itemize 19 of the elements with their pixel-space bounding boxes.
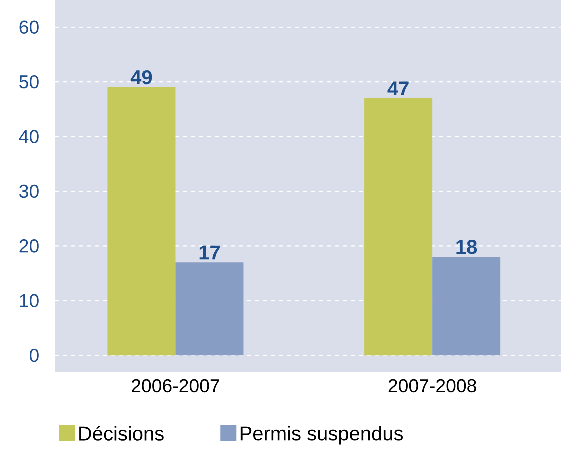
data-label: 49 bbox=[130, 70, 152, 85]
y-tick-label: 60 bbox=[20, 20, 39, 34]
data-label: 47 bbox=[388, 82, 409, 96]
y-tick-label: 0 bbox=[30, 348, 39, 362]
y-tick-label: 50 bbox=[20, 75, 39, 89]
data-label: 18 bbox=[456, 240, 478, 254]
y-tick-label: 20 bbox=[20, 240, 39, 253]
x-tick-label: 2006-2007 bbox=[132, 379, 220, 393]
bar bbox=[108, 88, 176, 356]
y-tick-label: 30 bbox=[20, 184, 39, 198]
legend-label: Décisions bbox=[80, 426, 164, 441]
legend-label: Permis suspendus bbox=[240, 426, 404, 445]
x-tick-label: 2007-2008 bbox=[388, 379, 476, 393]
bar bbox=[432, 257, 501, 356]
bar bbox=[364, 98, 433, 356]
y-tick-label: 10 bbox=[20, 294, 39, 308]
data-label: 17 bbox=[200, 246, 220, 260]
bar bbox=[176, 262, 244, 356]
y-tick-label: 40 bbox=[19, 130, 39, 144]
